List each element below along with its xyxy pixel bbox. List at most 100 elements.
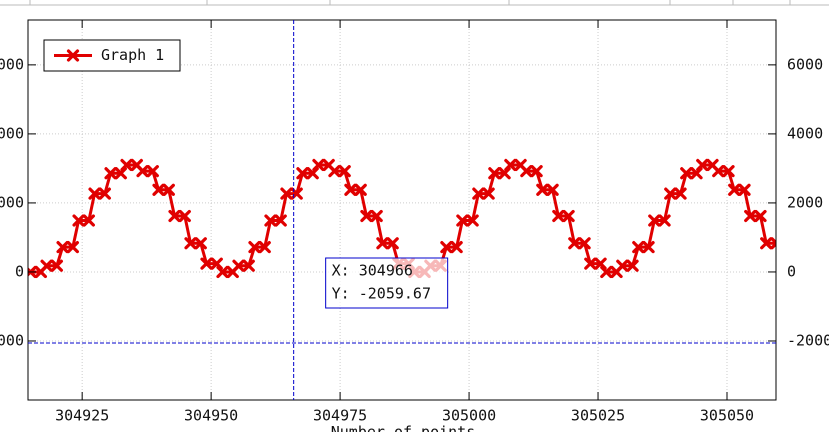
point-marker [680, 167, 693, 180]
point-marker [552, 209, 565, 223]
legend-label: Graph 1 [101, 46, 164, 64]
y2-tick-label: 4000 [787, 124, 823, 142]
point-marker [200, 257, 213, 270]
point-marker [50, 259, 63, 272]
point-marker [600, 265, 613, 279]
point-marker [338, 165, 351, 178]
point-marker [120, 158, 133, 172]
point-marker [674, 187, 687, 200]
point-marker [658, 214, 671, 227]
point-marker [216, 265, 229, 279]
point-marker [104, 167, 117, 180]
x-tick-label: 305050 [700, 407, 754, 425]
overlay: Graph 1 X: 304966 Y: -2059.67 [28, 20, 776, 400]
point-marker [376, 237, 389, 250]
y2-tick-label: 2000 [787, 193, 823, 211]
point-marker [546, 183, 559, 196]
x-tick-label: 305025 [571, 407, 625, 425]
y2-tick-label: 0 [787, 262, 796, 280]
point-marker [306, 167, 319, 180]
point-marker [72, 214, 85, 227]
tooltip-label: X: 304966 [332, 262, 413, 280]
point-marker [370, 209, 383, 223]
point-marker [562, 209, 575, 223]
grid [28, 20, 776, 400]
point-marker [728, 183, 741, 196]
point-marker [712, 165, 725, 178]
point-marker [520, 165, 533, 178]
point-marker [82, 214, 95, 227]
point-marker [664, 187, 677, 200]
point-marker [690, 167, 703, 180]
point-marker [504, 158, 517, 172]
point-marker [162, 183, 175, 196]
point-marker [466, 214, 479, 227]
point-marker [536, 183, 549, 196]
point-marker [194, 237, 207, 250]
point-marker [146, 165, 159, 178]
point-marker [626, 259, 639, 272]
x-axis-label: Number of points [331, 423, 476, 432]
y2-tick-label: 6000 [787, 55, 823, 73]
point-marker [354, 183, 367, 196]
point-marker [210, 257, 223, 270]
x-tick-label: 304925 [55, 407, 109, 425]
point-marker [312, 158, 325, 172]
point-marker [264, 214, 277, 227]
point-marker [136, 165, 149, 178]
point-marker [274, 214, 287, 227]
tooltip-box [325, 257, 449, 309]
tooltip-label: Y: -2059.67 [332, 285, 431, 303]
point-marker [456, 214, 469, 227]
point-marker [568, 237, 581, 250]
point-marker [584, 257, 597, 270]
y2-tick-label: -2000 [787, 331, 829, 349]
point-marker [232, 259, 245, 272]
point-marker [498, 167, 511, 180]
point-marker [296, 167, 309, 180]
legend-marker [66, 49, 80, 62]
point-marker [488, 167, 501, 180]
point-marker [530, 165, 543, 178]
point-marker [344, 183, 357, 196]
point-marker [168, 209, 181, 223]
x-tick-label: 305000 [442, 407, 496, 425]
point-marker [248, 241, 261, 254]
point-marker [770, 237, 776, 250]
x-tick-label: 304950 [184, 407, 238, 425]
axes: 304925 304950 304975 305000 305025 305050 -200… [0, 20, 829, 425]
point-marker [472, 187, 485, 200]
point-marker [578, 237, 591, 250]
tooltip: X: 304966 Y: -2059.67 [325, 257, 449, 309]
point-marker [242, 259, 255, 272]
y-tick-label: 0 [15, 262, 24, 280]
y-tick-label: 4000 [0, 124, 24, 142]
point-marker [184, 237, 197, 250]
point-marker [66, 241, 79, 254]
point-marker [40, 259, 53, 272]
point-marker [178, 209, 191, 223]
point-marker [594, 257, 607, 270]
y-tick-label: 2000 [0, 193, 24, 211]
point-marker [696, 158, 709, 172]
point-marker [360, 209, 373, 223]
point-marker [642, 241, 655, 254]
point-marker [258, 241, 271, 254]
point-marker [616, 259, 629, 272]
point-marker [450, 241, 463, 254]
x-tick-label: 304975 [313, 407, 367, 425]
point-marker [386, 237, 399, 250]
point-marker [280, 187, 293, 200]
point-marker [328, 165, 341, 178]
point-marker [152, 183, 165, 196]
point-marker [632, 241, 645, 254]
plot-frame [27, 19, 777, 401]
point-marker [722, 165, 735, 178]
top-strip [0, 0, 829, 6]
legend: Graph 1 [43, 39, 181, 72]
point-marker [648, 214, 661, 227]
point-marker [754, 209, 767, 223]
point-marker [744, 209, 757, 223]
point-marker [440, 241, 453, 254]
